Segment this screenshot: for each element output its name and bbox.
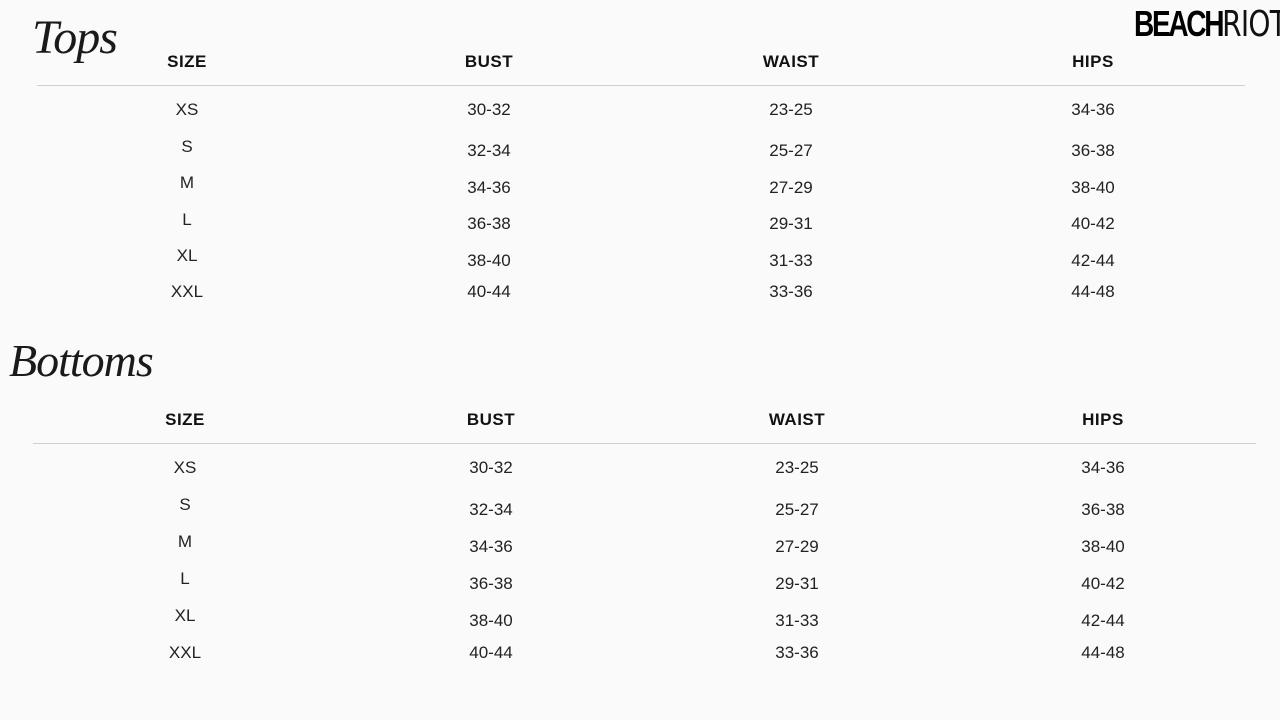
bottoms-cell-hips: 40-42: [1081, 574, 1125, 593]
tops-title: Tops: [32, 11, 118, 64]
bottoms-title: Bottoms: [9, 335, 154, 386]
tops-cell-bust: 40-44: [467, 282, 511, 301]
bottoms-cell-waist: 25-27: [775, 500, 819, 519]
bottoms-cell-bust: 32-34: [469, 500, 513, 519]
bottoms-cell-bust: 36-38: [469, 574, 513, 593]
bottoms-cell-bust: 38-40: [469, 611, 513, 630]
tops-cell-waist: 33-36: [769, 282, 813, 301]
tops-header-hips: HIPS: [1072, 52, 1114, 71]
bottoms-cell-size: XL: [174, 606, 196, 625]
tops-cell-waist: 23-25: [769, 100, 813, 119]
tops-cell-size: L: [182, 210, 192, 229]
tops-cell-waist: 29-31: [769, 214, 813, 233]
tops-cell-hips: 40-42: [1071, 214, 1115, 233]
bottoms-cell-bust: 40-44: [469, 643, 513, 662]
tops-header-waist: WAIST: [762, 52, 820, 71]
tops-header-divider: [37, 85, 1245, 86]
tops-cell-hips: 38-40: [1071, 178, 1115, 197]
tops-cell-bust: 30-32: [467, 100, 511, 119]
bottoms-cell-waist: 31-33: [775, 611, 819, 630]
tops-cell-size: XL: [176, 246, 198, 265]
bottoms-cell-waist: 33-36: [775, 643, 819, 662]
bottoms-cell-size: L: [180, 569, 190, 588]
bottoms-cell-size: M: [177, 532, 193, 551]
logo-light: RIOT: [1222, 4, 1280, 45]
bottoms-cell-size: S: [179, 495, 191, 514]
bottoms-cell-hips: 38-40: [1081, 537, 1125, 556]
bottoms-header-waist: WAIST: [768, 410, 826, 429]
tops-cell-size: M: [179, 173, 195, 192]
tops-cell-size: XXL: [170, 282, 204, 301]
bottoms-cell-bust: 34-36: [469, 537, 513, 556]
tops-cell-size: XS: [175, 100, 199, 119]
logo-bold: BEACH: [1134, 3, 1224, 44]
tops-cell-hips: 42-44: [1071, 251, 1115, 270]
bottoms-header-bust: BUST: [466, 410, 516, 429]
bottoms-cell-waist: 23-25: [775, 458, 819, 477]
beach-riot-logo: BEACHRIOT: [1134, 6, 1280, 43]
bottoms-cell-hips: 34-36: [1081, 458, 1125, 477]
tops-cell-waist: 27-29: [769, 178, 813, 197]
tops-cell-hips: 44-48: [1071, 282, 1115, 301]
bottoms-header-divider: [33, 443, 1256, 444]
tops-header-bust: BUST: [464, 52, 514, 71]
bottoms-cell-waist: 27-29: [775, 537, 819, 556]
bottoms-cell-waist: 29-31: [775, 574, 819, 593]
tops-cell-bust: 34-36: [467, 178, 511, 197]
tops-cell-bust: 38-40: [467, 251, 511, 270]
tops-cell-hips: 36-38: [1071, 141, 1115, 160]
bottoms-cell-hips: 42-44: [1081, 611, 1125, 630]
tops-cell-hips: 34-36: [1071, 100, 1115, 119]
tops-header-size: SIZE: [167, 52, 207, 71]
bottoms-cell-size: XS: [173, 458, 197, 477]
bottoms-cell-size: XXL: [168, 643, 202, 662]
tops-cell-size: S: [181, 137, 193, 156]
tops-cell-bust: 36-38: [467, 214, 511, 233]
tops-cell-waist: 25-27: [769, 141, 813, 160]
tops-cell-bust: 32-34: [467, 141, 511, 160]
bottoms-header-size: SIZE: [165, 410, 205, 429]
bottoms-cell-bust: 30-32: [469, 458, 513, 477]
bottoms-cell-hips: 44-48: [1081, 643, 1125, 662]
tops-cell-waist: 31-33: [769, 251, 813, 270]
bottoms-cell-hips: 36-38: [1081, 500, 1125, 519]
bottoms-header-hips: HIPS: [1082, 410, 1124, 429]
